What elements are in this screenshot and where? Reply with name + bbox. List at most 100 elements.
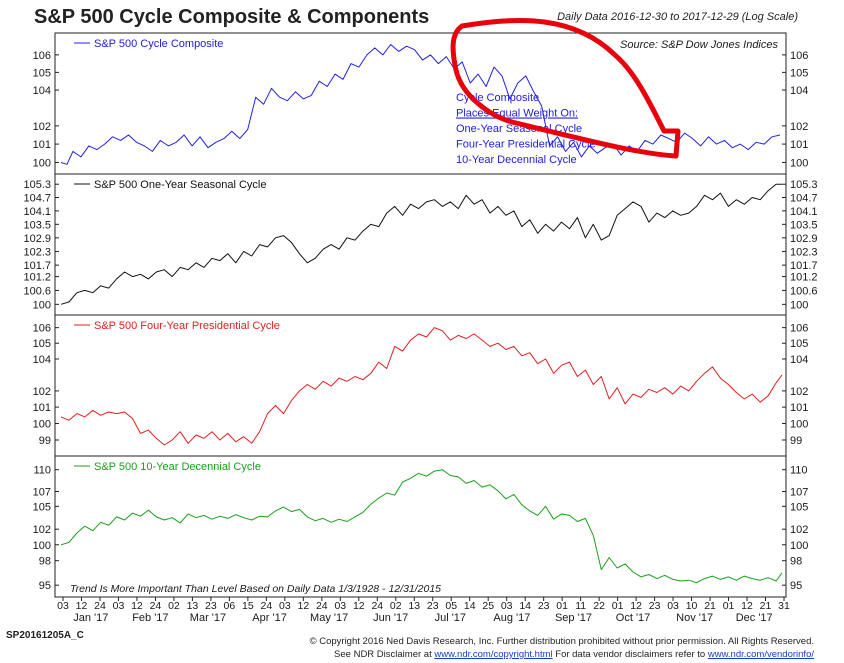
y-tick-label-right: 101	[790, 139, 808, 151]
x-month-label: Aug '17	[493, 612, 530, 624]
y-tick-label-right: 103.5	[790, 219, 818, 231]
x-month-label: Oct '17	[616, 612, 651, 624]
x-day-label: 13	[408, 600, 420, 612]
y-tick-label-right: 102.3	[790, 246, 818, 258]
series-line	[60, 44, 781, 165]
y-tick-label-left: 102.9	[23, 233, 51, 245]
vendor-info-link[interactable]: www.ndr.com/vendorinfo/	[707, 649, 814, 660]
y-tick-label-right: 105	[790, 67, 808, 79]
chart-code: SP20161205A_C	[6, 630, 84, 641]
y-tick-label-right: 101.7	[790, 260, 818, 272]
x-day-label: 22	[593, 600, 605, 612]
x-month-label: May '17	[310, 612, 348, 624]
x-day-label: 03	[501, 600, 513, 612]
y-tick-label-right: 104	[790, 85, 808, 97]
y-tick-label-left: 95	[39, 580, 51, 592]
y-tick-label-right: 102.9	[790, 233, 818, 245]
composite-annotation-line: Places Equal Weight On:	[456, 108, 578, 120]
x-day-label: 03	[279, 600, 291, 612]
y-tick-label-right: 102	[790, 121, 808, 133]
y-tick-label-left: 104	[33, 354, 51, 366]
legend-label: S&P 500 One-Year Seasonal Cycle	[94, 179, 266, 191]
x-day-label: 06	[224, 600, 236, 612]
y-tick-label-left: 100	[33, 299, 51, 311]
y-tick-label-left: 98	[39, 556, 51, 568]
x-day-label: 05	[445, 600, 457, 612]
x-day-label: 01	[556, 600, 568, 612]
x-month-label: Mar '17	[190, 612, 226, 624]
x-day-label: 24	[371, 600, 383, 612]
panel-frame	[54, 173, 787, 316]
y-tick-label-left: 101	[33, 139, 51, 151]
y-tick-label-left: 101.7	[23, 260, 51, 272]
x-day-label: 01	[612, 600, 624, 612]
x-day-label: 12	[741, 600, 753, 612]
composite-annotation-line: Four-Year Presidential Cycle	[456, 139, 596, 151]
y-tick-label-right: 100	[790, 157, 808, 169]
y-tick-label-right: 95	[790, 580, 802, 592]
x-day-label: 24	[316, 600, 328, 612]
series-line	[60, 469, 783, 584]
x-day-label: 11	[575, 600, 586, 612]
y-tick-label-left: 100	[33, 157, 51, 169]
x-day-label: 23	[649, 600, 661, 612]
y-tick-label-left: 103.5	[23, 219, 51, 231]
y-tick-label-right: 105	[790, 501, 808, 513]
y-tick-label-left: 106	[33, 50, 51, 62]
x-month-label: Sep '17	[555, 612, 592, 624]
panel-frame	[54, 314, 787, 457]
y-tick-label-right: 106	[790, 323, 808, 335]
y-tick-label-right: 99	[790, 435, 802, 447]
x-day-label: 14	[519, 600, 531, 612]
y-tick-label-left: 100	[33, 540, 51, 552]
y-tick-label-right: 100	[790, 418, 808, 430]
y-tick-label-right: 105.3	[790, 179, 818, 191]
y-tick-label-right: 104.1	[790, 206, 818, 218]
x-day-label: 13	[187, 600, 199, 612]
y-tick-label-left: 105	[33, 67, 51, 79]
chart-title: S&P 500 Cycle Composite & Components	[34, 6, 430, 28]
hand-drawn-circle-annotation	[450, 17, 681, 159]
x-day-label: 02	[168, 600, 180, 612]
x-day-label: 12	[353, 600, 365, 612]
x-day-label: 12	[297, 600, 309, 612]
y-tick-label-left: 102	[33, 121, 51, 133]
y-tick-label-left: 101.2	[23, 272, 51, 284]
x-day-label: 03	[57, 600, 69, 612]
date-range-label: Daily Data 2016-12-30 to 2017-12-29 (Log…	[557, 11, 798, 23]
copyright-link[interactable]: www.ndr.com/copyright.html	[434, 649, 553, 660]
y-tick-label-right: 106	[790, 50, 808, 62]
y-tick-label-left: 104.1	[23, 206, 51, 218]
y-tick-label-left: 100.6	[23, 285, 51, 297]
x-day-label: 10	[686, 600, 698, 612]
x-day-label: 12	[630, 600, 642, 612]
x-month-label: Jan '17	[73, 612, 108, 624]
y-tick-label-left: 106	[33, 323, 51, 335]
x-day-label: 12	[76, 600, 88, 612]
y-tick-label-left: 107	[33, 486, 51, 498]
x-day-label: 24	[150, 600, 162, 612]
x-month-label: Jul '17	[435, 612, 466, 624]
y-tick-label-left: 101	[33, 402, 51, 414]
y-tick-label-right: 101	[790, 402, 808, 414]
composite-annotation-line: 10-Year Decennial Cycle	[456, 154, 577, 166]
y-tick-label-right: 107	[790, 486, 808, 498]
disclaimer-prefix: See NDR Disclaimer at	[334, 649, 435, 660]
legend-label: S&P 500 10-Year Decennial Cycle	[94, 461, 261, 473]
y-tick-label-right: 100	[790, 299, 808, 311]
y-tick-label-right: 100.6	[790, 285, 818, 297]
x-day-label: 24	[94, 600, 106, 612]
y-tick-label-left: 99	[39, 435, 51, 447]
y-tick-label-right: 110	[790, 465, 808, 477]
x-day-label: 23	[205, 600, 217, 612]
x-day-label: 03	[667, 600, 679, 612]
x-day-label: 01	[723, 600, 735, 612]
x-day-label: 03	[334, 600, 346, 612]
decennial-annotation: Trend Is More Important Than Level Based…	[70, 583, 441, 595]
x-month-label: Apr '17	[252, 612, 287, 624]
x-day-label: 03	[113, 600, 125, 612]
y-tick-label-left: 105.3	[23, 179, 51, 191]
legend-label: S&P 500 Cycle Composite	[94, 38, 223, 50]
x-day-label: 14	[464, 600, 476, 612]
